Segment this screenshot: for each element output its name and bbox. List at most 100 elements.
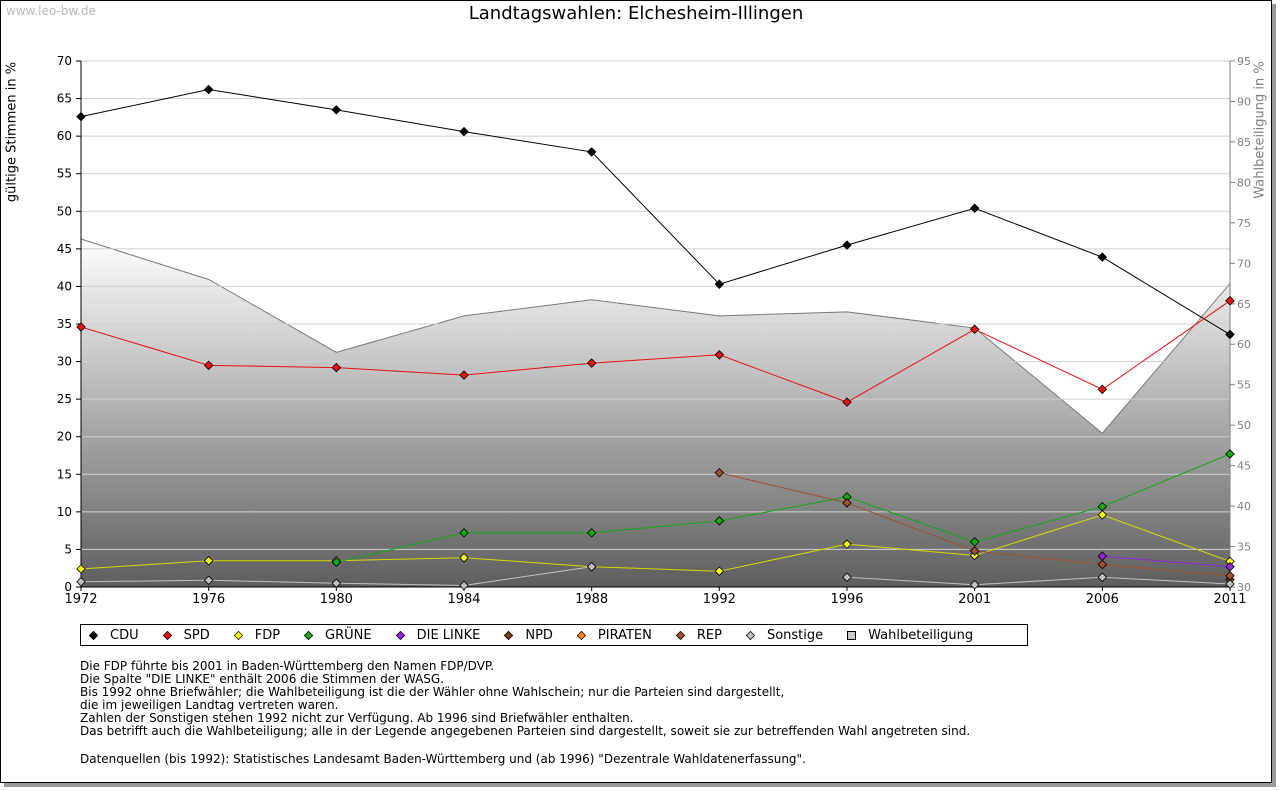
- footnote-line: die im jeweiligen Landtag vertreten ware…: [80, 698, 339, 712]
- data-point-fdp: [76, 564, 86, 574]
- data-point-spd: [842, 397, 852, 407]
- x-tick-label: 1988: [575, 592, 608, 607]
- y-right-tick-label: 80: [1237, 176, 1251, 189]
- data-point-sonstige: [459, 580, 469, 591]
- y-tick-label: 25: [57, 392, 72, 406]
- data-point-sonstige: [331, 578, 342, 589]
- y-tick-label: 10: [57, 505, 72, 519]
- data-point-cdu: [1225, 329, 1235, 340]
- y-right-tick-label: 45: [1237, 460, 1251, 473]
- data-point-cdu: [459, 126, 469, 137]
- y-right-tick-label: 70: [1237, 257, 1251, 270]
- data-point-fdp: [203, 555, 214, 566]
- legend-item-die-linke: DIE LINKE: [395, 627, 481, 643]
- legend-marker-npd: [504, 630, 514, 640]
- data-point-spd: [714, 350, 725, 360]
- legend-label: Sonstige: [766, 627, 824, 643]
- data-point-fdp: [459, 552, 469, 563]
- footnote-line: Das betrifft auch die Wahlbeteiligung; a…: [80, 724, 971, 738]
- footnote-line: Bis 1992 ohne Briefwähler; die Wahlbetei…: [80, 685, 785, 699]
- data-point-spd: [1225, 295, 1235, 306]
- data-point-gr-ne: [714, 516, 725, 526]
- series-line-gr-ne: [336, 453, 1231, 563]
- y-right-tick-label: 55: [1237, 379, 1251, 392]
- y-right-tick-label: 35: [1237, 541, 1251, 554]
- y-tick-label: 35: [57, 317, 72, 331]
- data-source-note: Datenquellen (bis 1992): Statistisches L…: [80, 752, 806, 766]
- legend-item-cdu: CDU: [88, 628, 139, 643]
- y-right-tick-label: 75: [1237, 217, 1251, 230]
- footnotes: Die FDP führte bis 2001 in Baden-Württem…: [80, 660, 970, 738]
- data-point-spd: [459, 370, 469, 380]
- x-tick-label: 1972: [64, 592, 97, 607]
- data-point-spd: [1097, 384, 1108, 395]
- legend-label: DIE LINKE: [416, 627, 481, 643]
- legend-label: FDP: [254, 627, 281, 643]
- data-point-sonstige: [969, 579, 980, 590]
- x-tick-label: 2001: [958, 592, 991, 607]
- x-tick-label: 2011: [1213, 592, 1246, 607]
- data-point-gr-ne: [459, 528, 469, 538]
- data-point-gr-ne: [586, 528, 597, 538]
- y-right-tick-label: 50: [1237, 419, 1251, 432]
- data-point-cdu: [842, 240, 852, 250]
- y-tick-label: 50: [57, 204, 72, 218]
- x-tick-label: 1992: [703, 592, 736, 607]
- legend-marker-gr-ne: [303, 630, 314, 640]
- data-point-cdu: [586, 147, 597, 157]
- legend-marker-die-linke: [395, 630, 405, 640]
- data-point-sonstige: [586, 561, 597, 572]
- data-point-rep: [969, 546, 980, 556]
- y-right-tick-label: 60: [1237, 338, 1251, 351]
- chart-title: Landtagswahlen: Elchesheim-Illingen: [468, 3, 804, 24]
- y-tick-label: 20: [57, 430, 72, 444]
- data-point-spd: [203, 360, 214, 371]
- series-line-spd: [80, 300, 1231, 403]
- series-line-fdp: [80, 514, 1231, 572]
- legend-marker-sonstige: [745, 630, 756, 640]
- data-point-spd: [331, 362, 342, 373]
- y-tick-label: 15: [57, 467, 72, 481]
- footnote-line: Die FDP führte bis 2001 in Baden-Württem…: [80, 659, 495, 673]
- y-tick-label: 30: [57, 355, 72, 369]
- x-tick-label: 1984: [447, 592, 480, 607]
- series-line-sonstige: [846, 576, 1231, 586]
- legend-marker-wahlbeteiligung: [847, 630, 857, 640]
- y-right-tick-label: 95: [1237, 55, 1251, 68]
- legend-item-gr-ne: GRÜNE: [303, 627, 372, 643]
- data-point-gr-ne: [1097, 501, 1108, 512]
- data-point-gr-ne: [969, 537, 980, 547]
- data-point-sonstige: [1225, 579, 1235, 589]
- data-point-fdp: [714, 566, 725, 576]
- y-right-tick-label: 30: [1237, 581, 1251, 594]
- data-point-spd: [586, 358, 597, 368]
- y-tick-label: 5: [64, 542, 72, 556]
- legend-item-npd: NPD: [504, 628, 553, 643]
- data-point-sonstige: [1097, 572, 1108, 582]
- x-tick-label: 1976: [192, 592, 225, 607]
- y-right-tick-label: 90: [1237, 95, 1251, 108]
- x-tick-label: 1980: [320, 592, 353, 607]
- legend-item-piraten: PIRATEN: [576, 628, 652, 643]
- x-tick-label: 2006: [1086, 592, 1119, 607]
- y-tick-label: 45: [57, 242, 72, 256]
- legend-label: GRÜNE: [325, 627, 372, 643]
- y-right-tick-label: 65: [1237, 298, 1251, 311]
- legend-item-rep: REP: [675, 627, 722, 643]
- data-point-cdu: [76, 111, 86, 122]
- legend-label: REP: [696, 627, 722, 643]
- series-line-cdu: [80, 89, 1231, 335]
- data-point-sonstige: [842, 572, 852, 582]
- legend-label: SPD: [183, 627, 210, 643]
- y-tick-label: 55: [57, 167, 72, 181]
- legend-marker-spd: [162, 630, 172, 640]
- data-point-gr-ne: [331, 557, 342, 567]
- legend-item-sonstige: Sonstige: [745, 627, 824, 643]
- footnote-line: Zahlen der Sonstigen stehen 1992 nicht z…: [80, 711, 634, 725]
- data-point-cdu: [203, 84, 214, 95]
- data-point-cdu: [714, 279, 725, 289]
- y-tick-label: 65: [57, 92, 72, 106]
- legend-marker-piraten: [576, 630, 587, 640]
- series-line-die-linke: [1102, 555, 1231, 568]
- legend-label: Wahlbeteiligung: [868, 627, 974, 643]
